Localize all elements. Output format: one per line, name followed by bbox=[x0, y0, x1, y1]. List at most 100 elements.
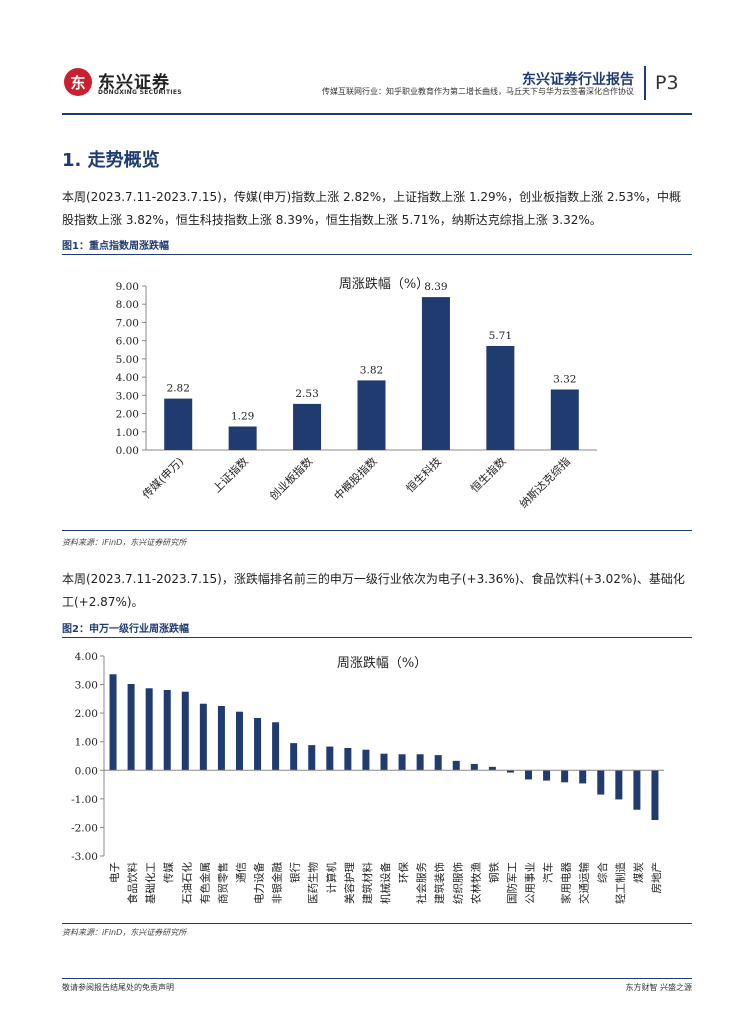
chart-index-weekly-change: 周涨跌幅（%） 0.00 1.00 2.00 3.00 4.00 5.00 6.00 7.00 8… bbox=[116, 276, 597, 511]
chart2-y-tick-label: 2.00 bbox=[75, 708, 98, 720]
chart2-bar bbox=[398, 754, 406, 771]
chart1-category-label: 恒生指数 bbox=[467, 454, 508, 495]
chart2-bar bbox=[416, 754, 424, 771]
chart1-category-label: 纳斯达克综指 bbox=[516, 454, 573, 511]
page-number: P3 bbox=[655, 72, 679, 94]
chart2-category-label: 煤炭 bbox=[632, 862, 645, 883]
chart2-category-label: 社会服务 bbox=[415, 862, 428, 904]
chart1-y-tick-label: 8.00 bbox=[116, 299, 139, 311]
chart2-bar bbox=[109, 674, 117, 771]
chart2-y-tick-label: 0.00 bbox=[75, 765, 98, 777]
footer-rule bbox=[62, 978, 692, 979]
chart2-y-tick-label: -2.00 bbox=[71, 822, 98, 834]
chart1-data-label: 2.53 bbox=[295, 388, 318, 400]
chart2-category-label: 综合 bbox=[596, 862, 609, 883]
chart1-bar bbox=[164, 398, 193, 450]
chart1-data-label: 1.29 bbox=[231, 410, 254, 422]
chart2-bar bbox=[506, 770, 514, 773]
figure2-bottom-rule bbox=[62, 923, 692, 924]
chart2-category-label: 家用电器 bbox=[560, 862, 573, 904]
chart2-bar bbox=[380, 753, 388, 771]
chart1-category-label: 上证指数 bbox=[210, 454, 251, 495]
footer-disclaimer: 敬请参阅报告结尾处的免责声明 bbox=[62, 983, 174, 992]
chart1-category-label: 中概股指数 bbox=[331, 454, 380, 503]
chart2-bar bbox=[470, 764, 478, 771]
header-rule bbox=[62, 113, 692, 115]
chart2-category-label: 机械设备 bbox=[379, 862, 392, 904]
figure1-source: 资料来源：iFinD，东兴证券研究所 bbox=[62, 538, 187, 547]
chart2-category-label: 农林牧渔 bbox=[469, 862, 482, 904]
chart2-bar bbox=[452, 760, 460, 771]
chart2-bar bbox=[127, 684, 135, 771]
chart1-data-label: 2.82 bbox=[167, 383, 190, 395]
chart1-category-label: 恒生科技 bbox=[403, 454, 444, 495]
chart-industry-weekly-change: 周涨跌幅（%） -3.00 -2.00 -1.00 0.00 1.00 2.00 3.00 4.… bbox=[71, 651, 664, 904]
chart2-bar bbox=[217, 706, 225, 771]
chart2-y-tick-label: 3.00 bbox=[75, 680, 98, 692]
header-divider bbox=[644, 66, 646, 100]
chart2-title: 周涨跌幅（%） bbox=[337, 655, 427, 671]
chart2-bar bbox=[163, 690, 171, 771]
chart2-category-label: 建筑材料 bbox=[361, 862, 374, 904]
chart2-bar bbox=[145, 688, 153, 771]
chart1-bar bbox=[550, 389, 579, 450]
chart2-category-label: 建筑装饰 bbox=[433, 862, 446, 904]
chart2-category-label: 商贸零售 bbox=[216, 862, 229, 904]
chart2-category-label: 食品饮料 bbox=[126, 862, 139, 904]
chart1-data-label: 8.39 bbox=[424, 281, 447, 293]
chart2-bar bbox=[488, 766, 496, 771]
chart1-y-tick-label: 4.00 bbox=[116, 372, 139, 384]
chart1-y-tick-label: 9.00 bbox=[116, 281, 139, 293]
chart2-category-label: 美容护理 bbox=[343, 862, 356, 904]
chart2-bar bbox=[579, 770, 587, 784]
report-type: 东兴证券行业报告 bbox=[522, 72, 634, 88]
chart2-category-label: 传媒 bbox=[162, 862, 175, 884]
chart1-data-label: 3.32 bbox=[553, 374, 576, 386]
chart1-data-label: 3.82 bbox=[360, 364, 383, 376]
chart2-bar bbox=[434, 755, 442, 771]
chart2-category-label: 国防军工 bbox=[505, 862, 518, 904]
paragraph-2: 本周(2023.7.11-2023.7.15)，涨跌幅排名前三的申万一级行业依次… bbox=[62, 572, 685, 609]
chart2-category-label: 非银金融 bbox=[271, 862, 284, 904]
figure1-title: 图1：重点指数周涨跌幅 bbox=[62, 241, 169, 252]
paragraph-1: 本周(2023.7.11-2023.7.15)，传媒(申万)指数上涨 2.82%… bbox=[62, 190, 682, 227]
chart1-bar bbox=[357, 380, 386, 450]
chart1-bar bbox=[228, 426, 257, 450]
chart2-y-tick-label: 4.00 bbox=[75, 651, 98, 663]
chart2-bar bbox=[561, 770, 569, 783]
chart1-title: 周涨跌幅（%） bbox=[339, 276, 429, 292]
chart1-bar bbox=[421, 297, 450, 450]
chart2-bar bbox=[597, 770, 605, 795]
chart1-y-tick-label: 1.00 bbox=[116, 427, 139, 439]
chart2-category-label: 电子 bbox=[108, 862, 121, 883]
chart2-category-label: 轻工制造 bbox=[614, 862, 627, 904]
figure2-source: 资料来源：iFinD，东兴证券研究所 bbox=[62, 928, 187, 937]
chart1-category-label: 传媒(申万) bbox=[140, 455, 186, 501]
chart2-category-label: 基础化工 bbox=[144, 862, 157, 904]
chart2-bar bbox=[344, 748, 352, 771]
chart2-bar bbox=[272, 722, 280, 771]
chart1-bar bbox=[293, 403, 322, 450]
figure1-top-rule bbox=[62, 254, 692, 255]
chart2-category-label: 银行 bbox=[289, 862, 302, 883]
chart1-data-label: 5.71 bbox=[489, 330, 512, 342]
report-subtitle: 传媒互联网行业：知乎职业教育作为第二增长曲线，马丘天下与华为云签署深化合作协议 bbox=[322, 87, 634, 96]
company-name-en: DONGXING SECURITIES bbox=[98, 89, 182, 96]
chart2-category-label: 通信 bbox=[235, 862, 247, 883]
chart1-y-tick-label: 0.00 bbox=[116, 445, 139, 457]
chart2-category-label: 计算机 bbox=[325, 862, 338, 894]
figure2-top-rule bbox=[62, 637, 692, 638]
chart2-category-label: 钢铁 bbox=[487, 862, 500, 883]
chart2-category-label: 公用事业 bbox=[524, 862, 537, 904]
chart2-bar bbox=[615, 770, 623, 800]
chart1-bar bbox=[486, 345, 515, 450]
chart2-bar bbox=[326, 746, 334, 771]
chart2-category-label: 汽车 bbox=[542, 862, 555, 883]
chart2-bar bbox=[543, 770, 551, 781]
chart2-bar bbox=[199, 703, 207, 771]
chart2-category-label: 石油石化 bbox=[180, 862, 193, 904]
section-title: 1. 走势概览 bbox=[62, 150, 160, 171]
chart2-category-label: 医药生物 bbox=[307, 862, 320, 904]
chart2-bar bbox=[362, 749, 370, 771]
chart2-bar bbox=[651, 770, 659, 820]
